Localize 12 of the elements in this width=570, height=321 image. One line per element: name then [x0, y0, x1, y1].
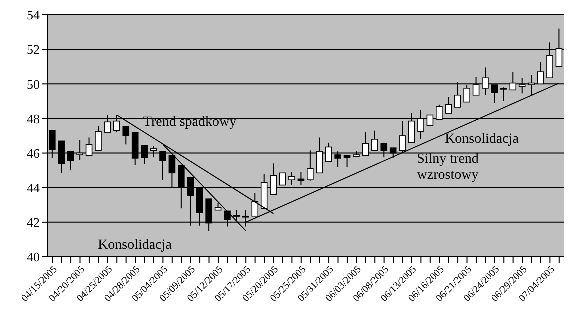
annotation: Trend spadkowy	[142, 115, 238, 131]
annotation: Konsolidacja	[444, 132, 520, 148]
y-tick-label: 54	[27, 8, 40, 23]
y-tick-label: 44	[27, 180, 40, 196]
y-tick-label: 48	[27, 111, 40, 126]
y-tick-label: 52	[27, 42, 40, 58]
annotation: Konsolidacja	[97, 238, 173, 254]
annotation: Silny trend wzrostowy	[416, 152, 480, 184]
y-tick-label: 40	[27, 250, 40, 265]
y-tick-label: 50	[27, 76, 40, 92]
y-tick-label: 46	[27, 146, 40, 161]
y-tick-label: 42	[27, 215, 40, 230]
